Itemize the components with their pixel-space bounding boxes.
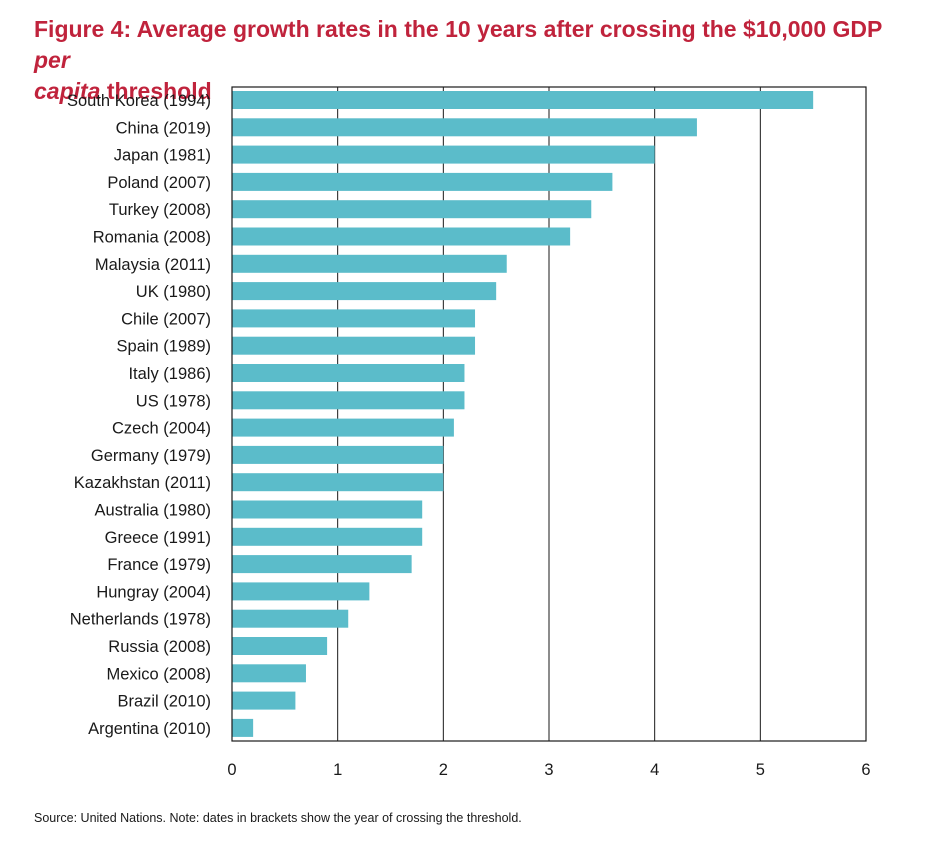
category-label: China (2019) (116, 119, 211, 137)
category-label: Spain (1989) (117, 338, 211, 356)
title-end: threshold (100, 78, 212, 104)
category-label: Australia (1980) (95, 502, 211, 520)
bars (232, 91, 814, 737)
category-label: Chile (2007) (121, 310, 211, 328)
title-main: Figure 4: Average growth rates in the 10… (34, 16, 882, 42)
x-tick-label: 3 (544, 761, 553, 779)
category-label: Hungray (2004) (96, 583, 211, 601)
x-tick-label: 6 (861, 761, 870, 779)
category-label: US (1978) (136, 392, 211, 410)
category-label: Kazakhstan (2011) (74, 474, 211, 492)
category-label: Argentina (2010) (88, 720, 211, 738)
plot-frame (231, 86, 867, 742)
x-tick-labels: 0 1 2 3 4 5 6 (227, 761, 870, 779)
bar (232, 609, 349, 628)
bar (232, 336, 476, 355)
bar (232, 172, 613, 191)
bar (232, 637, 328, 655)
bar (232, 309, 476, 328)
bar (232, 118, 697, 137)
bar (232, 718, 254, 737)
bar (232, 691, 296, 710)
bar (232, 200, 592, 219)
x-tick-label: 0 (227, 761, 236, 779)
bar (232, 418, 454, 437)
bar (232, 555, 412, 574)
category-label: South Korea (1994) (67, 92, 211, 110)
x-tick-label: 2 (439, 761, 448, 779)
bar (232, 664, 306, 683)
category-label: Romania (2008) (93, 229, 211, 247)
category-label: Greece (1991) (105, 529, 211, 547)
bar (232, 473, 444, 492)
category-labels: South Korea (1994) China (2019) Japan (198… (67, 92, 211, 738)
x-tick-label: 4 (650, 761, 659, 779)
category-label: Czech (2004) (112, 420, 211, 438)
bar (232, 282, 497, 301)
chart-title: Figure 4: Average growth rates in the 10… (34, 14, 914, 107)
x-tick-label: 5 (756, 761, 765, 779)
source-note: Source: United Nations. Note: dates in b… (34, 811, 522, 825)
bar (232, 254, 507, 273)
gridlines (337, 87, 761, 741)
bar (232, 364, 465, 382)
category-label: Poland (2007) (107, 174, 211, 192)
category-label: Italy (1986) (128, 365, 211, 383)
category-label: UK (1980) (136, 283, 211, 301)
bar (232, 391, 465, 410)
category-label: Brazil (2010) (117, 693, 211, 711)
category-label: France (1979) (107, 556, 211, 574)
bar (232, 527, 423, 546)
bar (232, 445, 444, 464)
bar (232, 500, 423, 519)
title-italic-per: per (34, 47, 70, 73)
title-italic-capita: capita (34, 78, 101, 104)
category-label: Turkey (2008) (109, 201, 211, 219)
category-label: Germany (1979) (91, 447, 211, 465)
bar (232, 145, 655, 164)
category-label: Japan (1981) (114, 147, 211, 165)
x-tick-label: 1 (333, 761, 342, 779)
bar (232, 582, 370, 601)
category-label: Mexico (2008) (106, 665, 211, 683)
category-label: Russia (2008) (108, 638, 211, 656)
category-label: Netherlands (1978) (70, 611, 211, 629)
bar (232, 227, 571, 246)
bar (232, 91, 814, 109)
category-label: Malaysia (2011) (95, 256, 211, 274)
